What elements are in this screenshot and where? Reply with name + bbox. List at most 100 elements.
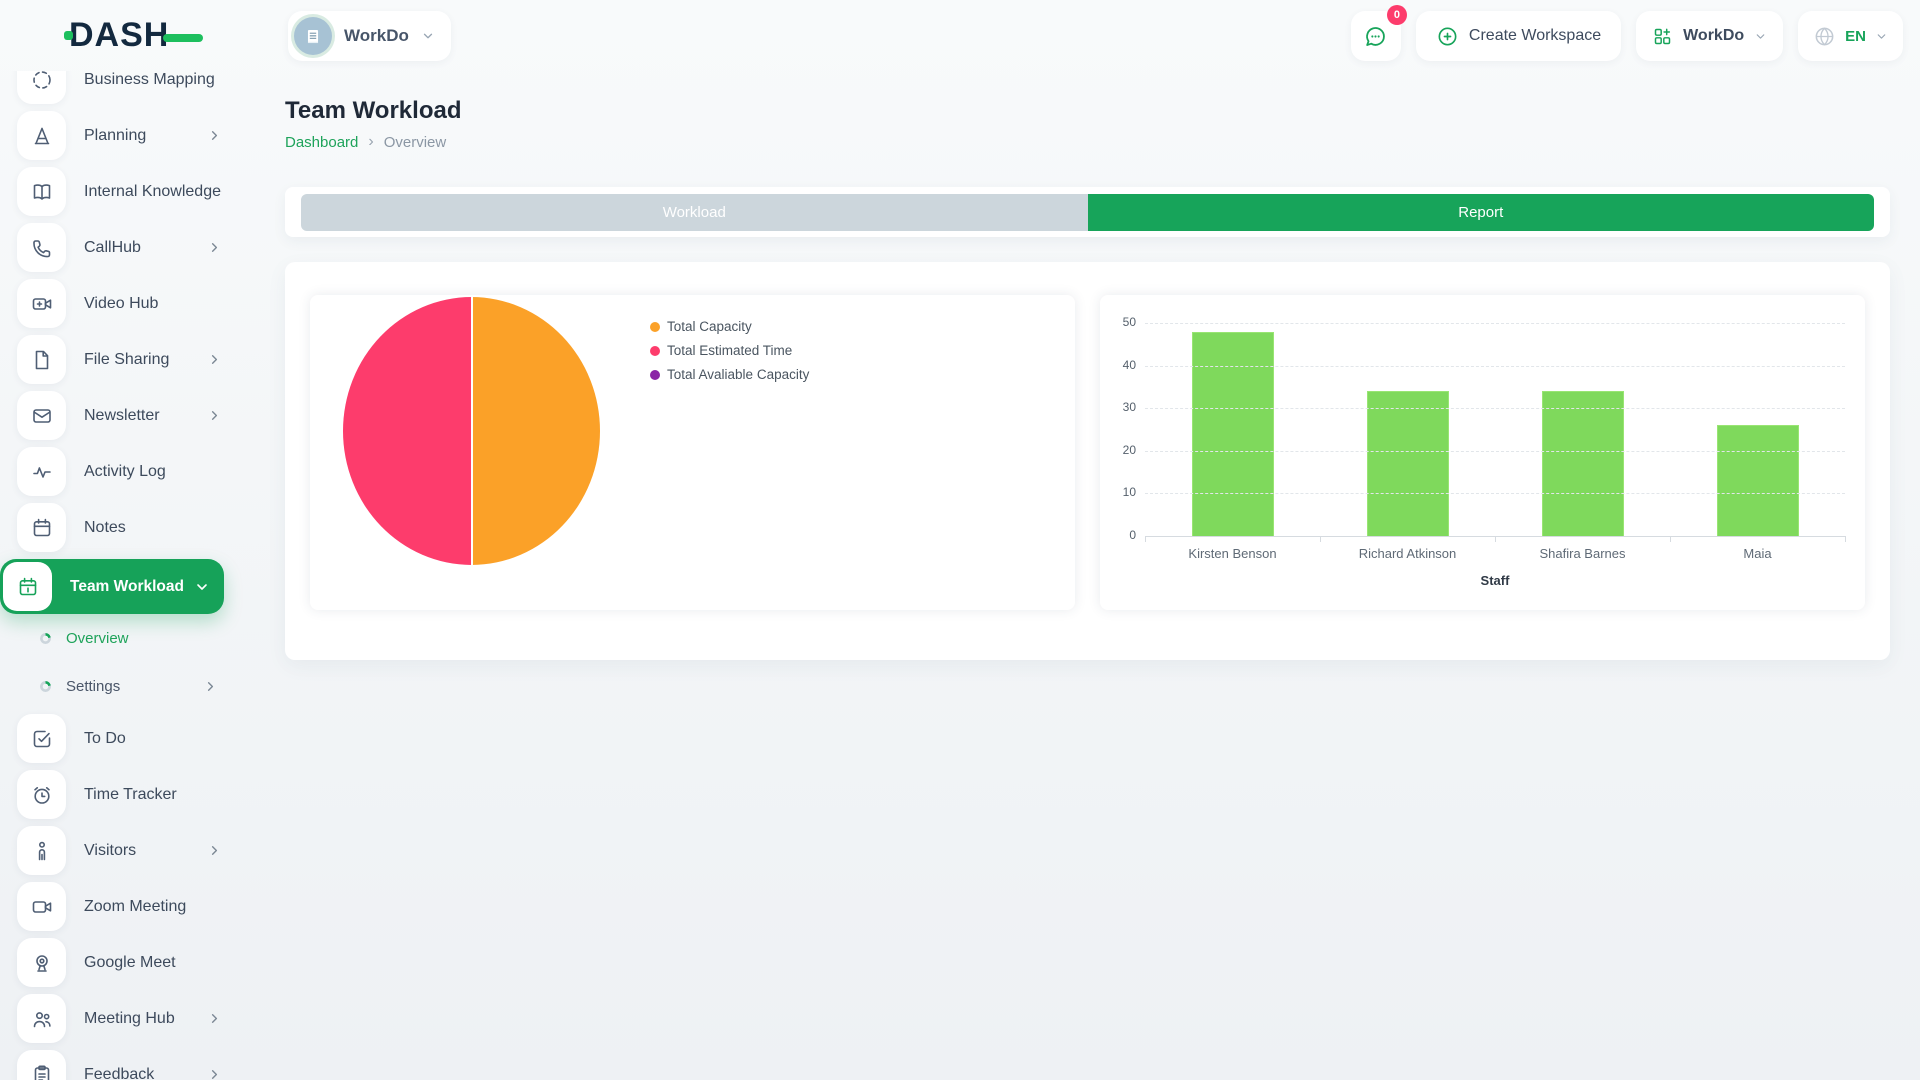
bar-maia [1716,425,1799,536]
breadcrumb-separator-icon: › [368,133,374,150]
gridline [1145,408,1845,410]
sidebar-item-activity-log[interactable]: Activity Log [0,447,245,496]
sidebar-item-feedback[interactable]: Feedback [0,1050,245,1080]
tab-bar: Workload Report [285,187,1890,237]
chevron-right-icon [211,411,218,420]
chevron-right-icon [211,846,218,855]
sidebar-item-label: Internal Knowledge [84,182,221,200]
sidebar-item-label: Google Meet [84,953,176,971]
time-tracker-icon [17,770,66,819]
plus-circle-icon [1438,27,1457,45]
logo-dash-icon [163,34,204,42]
activity-log-icon [17,447,66,496]
globe-icon [1815,26,1834,46]
legend-item: Total Estimated Time [650,343,809,358]
logo-text: DASH [69,16,170,54]
x-axis-tick [1145,536,1146,542]
team-workload-icon [3,562,52,611]
page-title: Team Workload [285,97,462,124]
sidebar-item-newsletter[interactable]: Newsletter [0,391,245,440]
building-icon [307,30,319,44]
sidebar-item-team-workload[interactable]: Team Workload [0,559,224,614]
sidebar-item-label: Notes [84,518,126,536]
sidebar-subitem-settings[interactable]: Settings [0,666,245,706]
language-selector[interactable]: EN [1798,11,1903,61]
legend-label: Total Capacity [667,319,752,334]
language-code: EN [1845,27,1866,45]
sidebar-item-visitors[interactable]: Visitors [0,826,245,875]
sidebar-item-label: To Do [84,729,126,747]
google-meet-icon [17,938,66,987]
pie-divider [470,297,473,565]
y-axis-tick-label: 40 [1122,357,1136,372]
sidebar-item-to-do[interactable]: To Do [0,714,245,763]
chevron-down-icon [1877,33,1886,39]
progress-bullet-icon [40,632,51,644]
sidebar-item-label: Visitors [84,841,137,859]
visitors-icon [17,826,66,875]
internal-knowledge-icon [17,167,66,216]
breadcrumb: Dashboard › Overview [285,133,1890,151]
sidebar-item-file-sharing[interactable]: File Sharing [0,335,245,384]
sidebar-item-internal-knowledge[interactable]: Internal Knowledge [0,167,245,216]
sidebar-item-time-tracker[interactable]: Time Tracker [0,770,245,819]
sidebar-subitem-label: Settings [66,677,121,695]
bar-slot [1495,323,1670,536]
messages-icon [1366,26,1386,46]
y-axis-tick-label: 30 [1122,400,1136,415]
y-axis-tick-label: 50 [1122,315,1136,329]
sidebar-item-notes[interactable]: Notes [0,503,245,552]
x-axis-category-label: Shafira Barnes [1539,546,1626,561]
bar-slot [1320,323,1495,536]
sidebar-item-label: Team Workload [70,577,184,595]
gridline [1145,450,1845,452]
pie-legend: Total Capacity Total Estimated Time Total … [650,319,809,391]
todo-icon [17,714,66,763]
sidebar-subitem-overview[interactable]: Overview [0,618,245,658]
newsletter-icon [17,391,66,440]
sidebar-item-label: Meeting Hub [84,1009,175,1027]
main-content: Team Workload Dashboard › Overview Workl… [285,71,1890,660]
chevron-down-icon [197,583,207,590]
sidebar-item-video-hub[interactable]: Video Hub [0,279,245,328]
header-actions: 0 Create Workspace WorkDo [1350,5,1903,61]
gridline [1145,323,1845,324]
logo-dot-icon [64,30,73,40]
workdo-menu-label: WorkDo [1683,27,1745,44]
gridline [1145,493,1845,495]
x-axis-tick [1320,536,1321,542]
workdo-menu-button[interactable]: WorkDo [1636,11,1784,61]
messages-button[interactable]: 0 [1350,5,1407,61]
tab-workload[interactable]: Workload [301,193,1088,231]
create-workspace-button[interactable]: Create Workspace [1415,11,1622,61]
x-axis-tick [1670,536,1671,542]
x-axis-tick [1495,536,1496,542]
sidebar-item-label: Newsletter [84,406,160,424]
pie-chart-card: Total Capacity Total Estimated Time Total … [310,295,1075,610]
sidebar-nav: Business Mapping Planning Internal Knowled… [0,71,245,1080]
breadcrumb-dashboard-link[interactable]: Dashboard [285,133,359,151]
sidebar-subitem-label: Overview [66,629,129,647]
chevron-right-icon [211,1014,218,1023]
sidebar-item-meeting-hub[interactable]: Meeting Hub [0,994,245,1043]
sidebar-item-label: Activity Log [84,462,166,480]
sidebar-item-label: Feedback [84,1065,155,1080]
legend-item: Total Avaliable Capacity [650,367,809,382]
messages-badge: 0 [1386,5,1407,25]
tab-report[interactable]: Report [1087,193,1874,231]
sidebar-item-zoom-meeting[interactable]: Zoom Meeting [0,882,245,931]
y-axis-tick-label: 10 [1122,485,1136,500]
sidebar-item-business-mapping[interactable]: Business Mapping [0,71,245,104]
bar-slot [1145,323,1320,536]
workspace-selector[interactable]: WorkDo [288,11,451,61]
sidebar-item-google-meet[interactable]: Google Meet [0,938,245,987]
feedback-icon [17,1050,66,1080]
x-axis-tick [1845,536,1846,542]
app-logo[interactable]: DASH [64,16,204,54]
charts-panel: Total Capacity Total Estimated Time Total … [285,262,1890,660]
sidebar-item-callhub[interactable]: CallHub [0,223,245,272]
planning-icon [17,111,66,160]
legend-marker-icon [650,345,660,356]
chevron-right-icon [221,191,222,192]
sidebar-item-planning[interactable]: Planning [0,111,245,160]
